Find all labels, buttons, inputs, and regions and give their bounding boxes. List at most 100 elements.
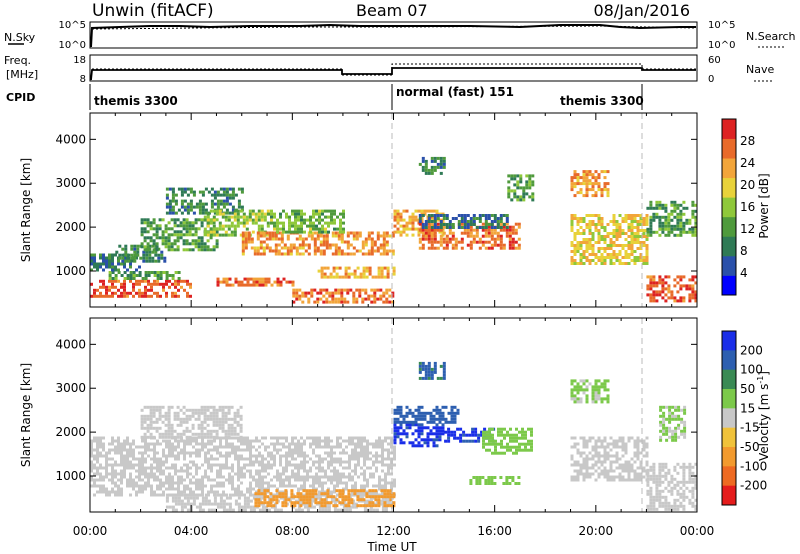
power-cell: [173, 239, 177, 243]
velocity-cell: [450, 408, 454, 412]
velocity-cell: [485, 430, 488, 434]
power-cell: [117, 288, 120, 292]
velocity-cell: [249, 463, 252, 467]
power-cell: [418, 246, 422, 250]
power-cell: [244, 234, 248, 238]
power-cell: [142, 256, 146, 260]
power-cell: [189, 282, 192, 286]
velocity-cell: [129, 451, 132, 455]
power-cell: [270, 212, 273, 216]
power-cell: [319, 297, 323, 301]
velocity-cell: [527, 439, 530, 443]
power-cell: [649, 206, 653, 210]
power-cell: [448, 240, 452, 244]
power-cell: [127, 253, 131, 257]
power-cell: [159, 282, 162, 286]
velocity-cell: [219, 466, 222, 470]
velocity-cell: [276, 436, 279, 440]
velocity-cell: [573, 436, 577, 440]
velocity-cell: [96, 439, 99, 443]
velocity-cell: [156, 463, 159, 467]
power-cell: [679, 203, 683, 207]
power-cell: [219, 202, 223, 206]
velocity-cell: [227, 426, 231, 430]
power-cell: [594, 182, 598, 186]
power-cell: [236, 212, 240, 216]
power-cell: [186, 294, 189, 298]
velocity-cell: [132, 484, 135, 488]
power-cell: [579, 220, 583, 223]
power-cell: [585, 182, 589, 186]
power-cell: [114, 268, 117, 272]
power-cell: [194, 245, 198, 249]
power-cell: [346, 300, 350, 304]
velocity-cell: [218, 405, 222, 409]
velocity-cell: [186, 466, 189, 470]
power-cell: [679, 278, 683, 282]
velocity-cell: [417, 432, 421, 436]
velocity-cell: [144, 460, 147, 464]
velocity-cell: [156, 484, 159, 488]
power-cell: [618, 259, 622, 262]
power-cell: [466, 214, 470, 217]
velocity-cell: [405, 426, 409, 430]
velocity-cell: [363, 463, 366, 467]
power-cell: [391, 252, 395, 256]
power-cell: [691, 287, 695, 291]
power-cell: [228, 202, 232, 206]
velocity-cell: [228, 445, 231, 449]
velocity-region-8: [418, 361, 446, 380]
velocity-cell: [366, 439, 369, 443]
velocity-cell: [258, 481, 261, 485]
power-cell: [340, 300, 344, 304]
velocity-cell: [500, 445, 503, 449]
power-ytick-label: 3000: [55, 176, 86, 190]
velocity-cell: [158, 408, 162, 412]
power-cell: [331, 297, 335, 301]
power-cell: [615, 253, 619, 256]
velocity-cell: [147, 466, 150, 470]
power-cell: [487, 240, 491, 244]
power-cell: [670, 224, 674, 228]
power-cell: [460, 220, 464, 223]
velocity-cell: [207, 490, 210, 494]
power-cell: [177, 187, 181, 191]
power-cell: [510, 198, 514, 202]
velocity-cell: [383, 492, 387, 496]
power-cell: [652, 296, 656, 300]
power-cell: [600, 194, 604, 198]
velocity-cell: [576, 448, 580, 452]
power-cell: [295, 288, 299, 292]
velocity-cell: [453, 405, 457, 409]
velocity-cell: [168, 478, 171, 482]
velocity-cell: [318, 481, 321, 485]
velocity-cell: [371, 495, 375, 499]
power-cell: [168, 208, 172, 212]
power-region-20: [646, 200, 698, 237]
power-cell: [209, 227, 213, 231]
power-cell: [606, 191, 610, 195]
velocity-cell: [312, 448, 315, 452]
velocity-cell: [207, 457, 210, 461]
power-cell: [140, 245, 144, 249]
power-cell: [466, 228, 470, 232]
velocity-cell: [228, 481, 231, 485]
power-cell: [642, 220, 646, 223]
power-cell: [691, 296, 695, 300]
velocity-cell: [405, 414, 409, 418]
velocity-cell: [576, 469, 580, 473]
velocity-cell: [329, 501, 333, 505]
power-cell: [493, 243, 497, 247]
velocity-cell: [426, 441, 430, 445]
velocity-cell: [570, 475, 574, 479]
velocity-cell: [324, 472, 327, 476]
velocity-cell: [356, 495, 360, 499]
power-cell: [243, 277, 247, 281]
power-cell: [288, 280, 292, 284]
velocity-cell: [167, 420, 171, 424]
velocity-cell: [381, 463, 384, 467]
power-cell: [439, 214, 443, 217]
velocity-cell: [306, 469, 309, 473]
velocity-cell: [429, 411, 433, 415]
power-cell: [445, 246, 449, 250]
